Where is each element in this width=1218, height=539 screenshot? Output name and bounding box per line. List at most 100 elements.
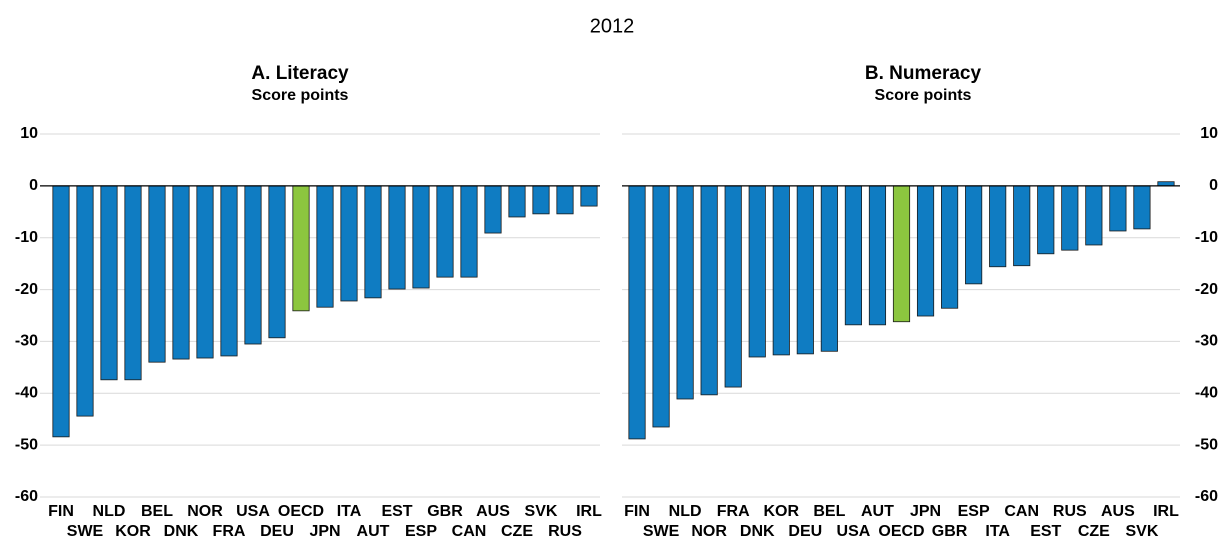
- bar: [100, 185, 118, 381]
- x-tick-label: FRA: [213, 523, 246, 539]
- x-tick-label: USA: [837, 523, 871, 539]
- bar: [220, 185, 238, 357]
- x-tick-label: NLD: [669, 503, 702, 520]
- y-tick-label: 0: [29, 177, 38, 194]
- x-tick-label: CZE: [501, 523, 533, 539]
- bar: [1013, 185, 1031, 267]
- bar: [484, 185, 502, 234]
- x-tick-label: USA: [236, 503, 270, 520]
- x-tick-label: SVK: [1125, 523, 1158, 539]
- bar: [965, 185, 983, 285]
- x-tick-label: EST: [1030, 523, 1061, 539]
- x-tick-label: FIN: [624, 503, 650, 520]
- bar: [916, 185, 935, 317]
- bar: [796, 185, 814, 355]
- x-tick-label: FIN: [48, 503, 74, 520]
- bar: [700, 185, 718, 396]
- x-tick-label: AUS: [1101, 503, 1135, 520]
- x-tick-label: ITA: [985, 523, 1010, 539]
- x-tick-label: NLD: [93, 503, 126, 520]
- bar: [196, 185, 214, 359]
- y-tick-label: 0: [1209, 177, 1218, 194]
- bar: [1109, 185, 1127, 232]
- bar: [52, 185, 70, 438]
- x-tick-label: SWE: [643, 523, 680, 539]
- bar: [724, 185, 742, 388]
- bar: [268, 185, 286, 339]
- x-tick-label: ITA: [337, 503, 362, 520]
- bar: [436, 185, 454, 278]
- bar: [556, 185, 574, 215]
- panel-subtitle: Score points: [252, 87, 349, 104]
- x-tick-label: DEU: [260, 523, 294, 539]
- panel-title: A. Literacy: [251, 63, 349, 84]
- bar: [412, 185, 430, 289]
- x-tick-label: GBR: [932, 523, 968, 539]
- bar: [1133, 185, 1151, 230]
- x-tick-label: EST: [381, 503, 412, 520]
- y-tick-label: -30: [1195, 333, 1218, 350]
- y-tick-label: -40: [15, 385, 38, 402]
- bar: [868, 185, 887, 326]
- x-tick-label: IRL: [576, 503, 602, 520]
- x-tick-label: KOR: [764, 503, 800, 520]
- x-tick-label: KOR: [115, 523, 151, 539]
- bar: [820, 185, 838, 352]
- y-tick-label: 10: [20, 125, 38, 142]
- bar: [460, 185, 478, 278]
- bar: [1085, 185, 1103, 246]
- x-tick-label: JPN: [910, 503, 941, 520]
- y-tick-label: -50: [1195, 436, 1218, 453]
- x-tick-label: ESP: [405, 523, 437, 539]
- x-tick-label: NOR: [187, 503, 223, 520]
- x-tick-label: CAN: [1004, 503, 1039, 520]
- bar: [388, 185, 406, 290]
- bar: [772, 185, 790, 356]
- x-tick-label: SVK: [525, 503, 558, 520]
- y-tick-label: -20: [1195, 281, 1218, 298]
- bar: [1061, 185, 1079, 251]
- x-tick-label: CAN: [452, 523, 487, 539]
- x-tick-label: DNK: [740, 523, 775, 539]
- bar: [628, 185, 646, 440]
- y-tick-label: -50: [15, 436, 38, 453]
- x-tick-label: SWE: [67, 523, 104, 539]
- bar: [1157, 181, 1175, 187]
- x-tick-label: AUT: [357, 523, 390, 539]
- bar: [340, 185, 358, 302]
- bar: [508, 185, 526, 218]
- x-tick-label: DEU: [788, 523, 822, 539]
- y-tick-label: 10: [1200, 125, 1218, 142]
- figure-title: 2012: [590, 15, 635, 37]
- y-tick-label: -30: [15, 333, 38, 350]
- y-tick-label: -40: [1195, 385, 1218, 402]
- x-tick-label: OECD: [278, 503, 324, 520]
- x-tick-label: GBR: [427, 503, 463, 520]
- x-tick-label: IRL: [1153, 503, 1179, 520]
- bar: [172, 185, 190, 360]
- bar: [316, 185, 334, 308]
- bar: [292, 185, 310, 312]
- bar: [989, 185, 1007, 268]
- x-tick-label: JPN: [309, 523, 340, 539]
- bar: [580, 185, 598, 207]
- x-tick-label: BEL: [141, 503, 173, 520]
- y-tick-label: -20: [15, 281, 38, 298]
- x-tick-label: RUS: [548, 523, 582, 539]
- bar: [76, 185, 94, 417]
- x-tick-label: FRA: [717, 503, 750, 520]
- x-tick-label: DNK: [164, 523, 199, 539]
- x-tick-label: AUS: [476, 503, 510, 520]
- x-tick-label: CZE: [1078, 523, 1110, 539]
- y-tick-label: -60: [15, 488, 38, 505]
- bar: [1037, 185, 1055, 255]
- panel-subtitle: Score points: [875, 87, 972, 104]
- bar: [941, 185, 959, 309]
- x-tick-label: RUS: [1053, 503, 1087, 520]
- x-tick-label: NOR: [691, 523, 727, 539]
- bar: [748, 185, 766, 358]
- x-tick-label: AUT: [861, 503, 894, 520]
- bar: [844, 185, 862, 326]
- y-tick-label: -10: [15, 229, 38, 246]
